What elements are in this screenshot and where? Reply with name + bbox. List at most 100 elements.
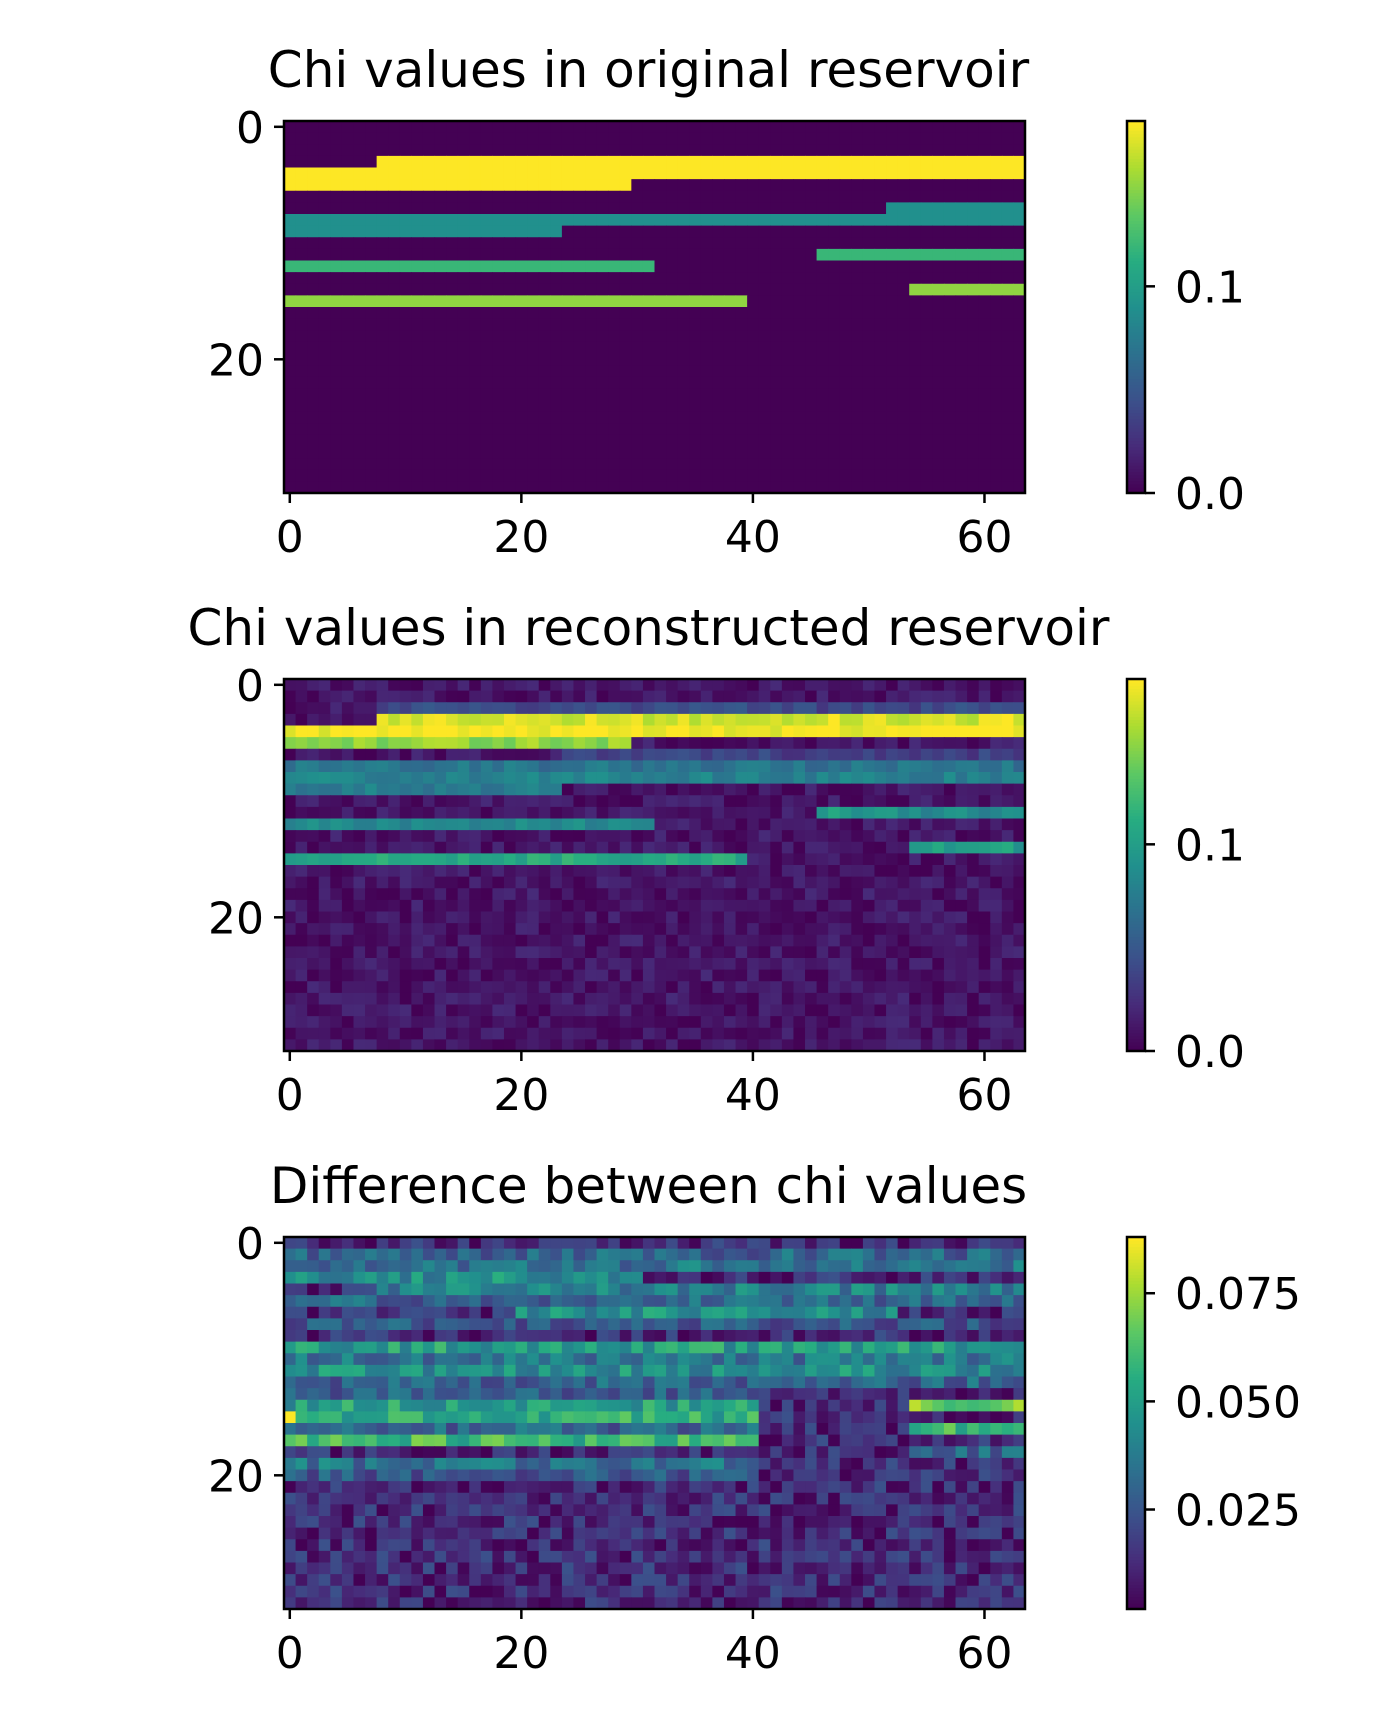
heatmap-cell	[897, 876, 910, 889]
heatmap-cell	[1013, 748, 1026, 761]
heatmap-cell	[862, 272, 876, 285]
heatmap-cell	[318, 992, 331, 1006]
heatmap-cell	[747, 737, 760, 750]
heatmap-cell	[805, 713, 818, 727]
heatmap-cell	[909, 144, 922, 157]
heatmap-cell	[550, 411, 563, 424]
heatmap-cell	[457, 1318, 470, 1331]
heatmap-cell	[816, 783, 829, 796]
heatmap-cell	[943, 1318, 957, 1331]
heatmap-cell	[631, 1039, 644, 1052]
heatmap-cell	[978, 411, 991, 424]
heatmap-cell	[770, 446, 783, 459]
heatmap-cell	[805, 458, 818, 471]
heatmap-cell	[469, 946, 482, 959]
heatmap-cell	[538, 341, 551, 355]
heatmap-cell	[712, 992, 725, 1006]
colorbar-segment	[1127, 449, 1145, 454]
heatmap-cell	[631, 969, 644, 982]
x-tick-label: 20	[493, 512, 549, 563]
heatmap-cell	[631, 307, 644, 320]
heatmap-cell	[561, 202, 575, 215]
heatmap-cell	[365, 330, 378, 343]
heatmap-cell	[816, 946, 829, 959]
heatmap-cell	[770, 121, 783, 134]
heatmap-cell	[608, 876, 621, 889]
heatmap-cell	[515, 214, 528, 227]
heatmap-cell	[978, 1039, 991, 1052]
heatmap-cell	[712, 411, 725, 424]
heatmap-cell	[978, 202, 991, 215]
heatmap-cell	[631, 458, 644, 471]
heatmap-cell	[284, 888, 297, 901]
heatmap-cell	[307, 876, 320, 889]
heatmap-cell	[631, 1237, 644, 1250]
heatmap-cell	[399, 1295, 412, 1308]
heatmap-cell	[353, 272, 366, 285]
colorbar-segment	[1127, 706, 1145, 711]
heatmap-cell	[642, 679, 656, 692]
heatmap-cell	[434, 1341, 447, 1354]
heatmap-cell	[480, 865, 494, 878]
heatmap-cell	[874, 679, 887, 692]
heatmap-cell	[909, 376, 922, 389]
heatmap-cell	[642, 1039, 656, 1052]
heatmap-cell	[480, 690, 494, 703]
heatmap-cell	[573, 307, 586, 320]
colorbar-segment	[1127, 880, 1145, 885]
heatmap-cell	[330, 272, 343, 285]
heatmap-cell	[920, 214, 933, 227]
heatmap-cell	[1001, 225, 1015, 238]
heatmap-cell	[619, 1341, 632, 1354]
heatmap-cell	[666, 934, 679, 947]
heatmap-cell	[538, 411, 551, 424]
heatmap-cell	[376, 841, 389, 854]
heatmap-cell	[735, 899, 748, 913]
heatmap-cell	[538, 725, 551, 738]
heatmap-cell	[781, 307, 795, 320]
heatmap-cell	[353, 1004, 366, 1017]
heatmap-cell	[434, 272, 447, 285]
heatmap-cell	[295, 341, 308, 355]
heatmap-cell	[700, 853, 713, 866]
heatmap-cell	[781, 806, 795, 820]
heatmap-cell	[862, 411, 876, 424]
heatmap-cell	[307, 376, 320, 389]
heatmap-cell	[469, 155, 482, 169]
heatmap-cell	[330, 1248, 343, 1261]
heatmap-cell	[376, 702, 389, 715]
heatmap-cell	[469, 1295, 482, 1308]
heatmap-cell	[897, 458, 910, 471]
heatmap-cell	[422, 1248, 436, 1261]
heatmap-cell	[503, 144, 517, 157]
heatmap-cell	[341, 1248, 355, 1261]
colorbar-segment	[1127, 452, 1145, 457]
heatmap-cell	[457, 981, 470, 994]
heatmap-cell	[816, 400, 829, 413]
heatmap-cell	[816, 214, 829, 227]
heatmap-cell	[284, 225, 297, 238]
heatmap-cell	[1001, 725, 1015, 738]
heatmap-cell	[990, 1271, 1003, 1285]
heatmap-cell	[561, 365, 575, 378]
heatmap-cell	[307, 760, 320, 773]
heatmap-cell	[654, 1260, 667, 1273]
colorbar-segment	[1127, 409, 1145, 414]
heatmap-cell	[689, 318, 702, 331]
heatmap-cell	[828, 214, 841, 227]
heatmap-cell	[376, 737, 389, 750]
heatmap-cell	[793, 679, 806, 692]
heatmap-cell	[874, 1306, 887, 1319]
heatmap-cell	[585, 713, 598, 727]
heatmap-cell	[295, 1295, 308, 1308]
heatmap-cell	[677, 888, 690, 901]
heatmap-cell	[608, 260, 621, 273]
heatmap-cell	[480, 411, 494, 424]
heatmap-cell	[596, 1330, 609, 1343]
heatmap-cell	[851, 911, 864, 924]
heatmap-cell	[943, 295, 957, 308]
heatmap-cell	[422, 1330, 436, 1343]
heatmap-cell	[700, 923, 713, 936]
heatmap-cell	[353, 225, 366, 238]
heatmap-cell	[943, 725, 957, 738]
